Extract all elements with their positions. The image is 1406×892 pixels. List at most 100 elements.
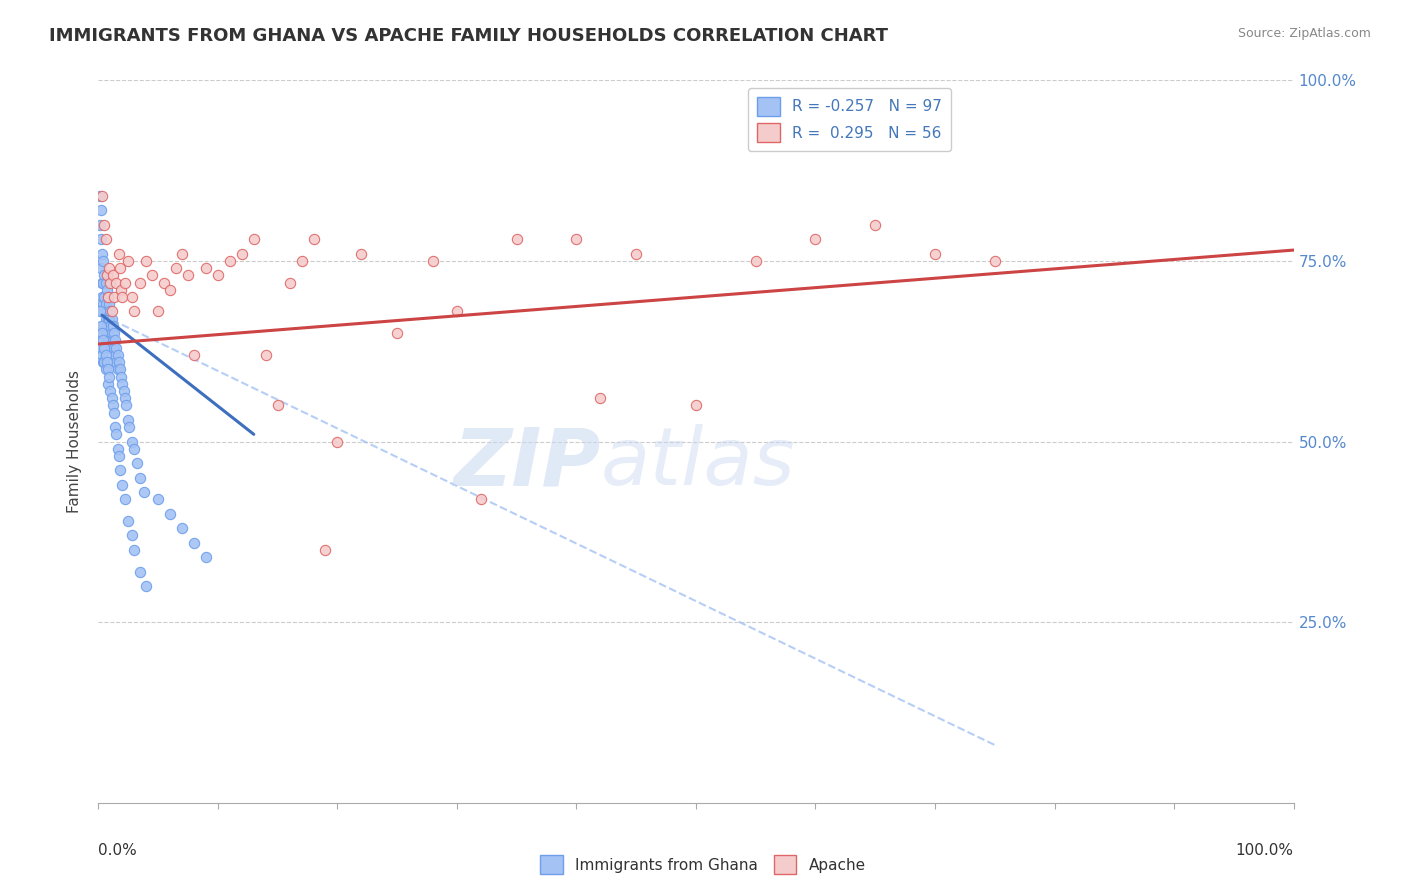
Point (385, 326, 409, 340)
Point (118, 420, 141, 434)
Point (96, 326, 118, 340)
Point (91, 276, 114, 290)
Point (98, 318, 122, 333)
Point (183, 348, 205, 362)
Point (93, 326, 115, 340)
Point (924, 246, 946, 260)
Point (105, 355, 128, 369)
Point (96, 355, 118, 369)
Text: IMMIGRANTS FROM GHANA VS APACHE FAMILY HOUSEHOLDS CORRELATION CHART: IMMIGRANTS FROM GHANA VS APACHE FAMILY H… (49, 27, 889, 45)
Text: 100.0%: 100.0% (1236, 843, 1294, 857)
Point (103, 406, 125, 420)
Point (110, 369, 132, 384)
Point (278, 276, 301, 290)
Point (111, 478, 134, 492)
Point (98, 369, 121, 384)
Point (132, 485, 155, 500)
Point (159, 283, 181, 297)
Point (91, 326, 114, 340)
Point (98, 341, 122, 355)
Point (326, 434, 349, 449)
Text: ZIP: ZIP (453, 425, 600, 502)
Point (93, 304, 115, 318)
Point (91, 348, 114, 362)
Point (93, 341, 115, 355)
Point (104, 348, 127, 362)
Point (141, 268, 163, 283)
Point (94, 311, 117, 326)
Point (121, 528, 143, 542)
Point (219, 253, 242, 268)
Point (89, 326, 111, 340)
Point (148, 304, 170, 318)
Point (97, 334, 120, 348)
Point (114, 391, 136, 405)
Point (117, 413, 139, 427)
Text: 0.0%: 0.0% (98, 843, 138, 857)
Point (350, 246, 373, 260)
Point (107, 355, 129, 369)
Point (93, 355, 115, 369)
Point (107, 362, 129, 376)
Point (115, 398, 138, 412)
Text: Source: ZipAtlas.com: Source: ZipAtlas.com (1237, 27, 1371, 40)
Point (98, 276, 122, 290)
Point (97, 290, 120, 304)
Point (125, 456, 148, 470)
Point (135, 253, 157, 268)
Point (129, 470, 152, 484)
Point (90, 232, 112, 246)
Point (111, 376, 134, 391)
Point (302, 232, 325, 246)
Point (153, 276, 176, 290)
Point (108, 362, 131, 376)
Point (108, 463, 131, 477)
Point (124, 304, 146, 318)
Point (91, 189, 114, 203)
Point (94, 348, 117, 362)
Point (172, 521, 194, 535)
Point (165, 261, 187, 276)
Point (94, 334, 117, 348)
Point (91, 297, 114, 311)
Point (107, 246, 129, 260)
Point (195, 550, 218, 565)
Point (101, 398, 124, 412)
Point (89, 304, 111, 318)
Point (207, 268, 229, 283)
Point (254, 348, 277, 362)
Point (98, 261, 121, 276)
Point (105, 276, 128, 290)
Point (110, 283, 132, 297)
Point (103, 326, 125, 340)
Point (93, 341, 115, 355)
Point (98, 304, 122, 318)
Point (98, 334, 121, 348)
Point (135, 579, 157, 593)
Point (195, 261, 218, 276)
Point (124, 542, 146, 557)
Point (315, 542, 337, 557)
Point (94, 362, 117, 376)
Point (91, 304, 114, 318)
Point (100, 304, 122, 318)
Point (105, 341, 128, 355)
Point (117, 253, 139, 268)
Point (101, 334, 124, 348)
Point (101, 268, 124, 283)
Point (129, 276, 152, 290)
Point (112, 384, 135, 398)
Point (984, 253, 1007, 268)
Point (865, 218, 887, 232)
Point (96, 304, 118, 318)
Point (172, 246, 194, 260)
Point (90, 318, 112, 333)
Point (97, 362, 120, 376)
Point (103, 341, 125, 355)
Point (97, 290, 120, 304)
Point (91, 246, 114, 260)
Point (93, 290, 115, 304)
Point (98, 311, 121, 326)
Point (506, 232, 529, 246)
Point (100, 391, 122, 405)
